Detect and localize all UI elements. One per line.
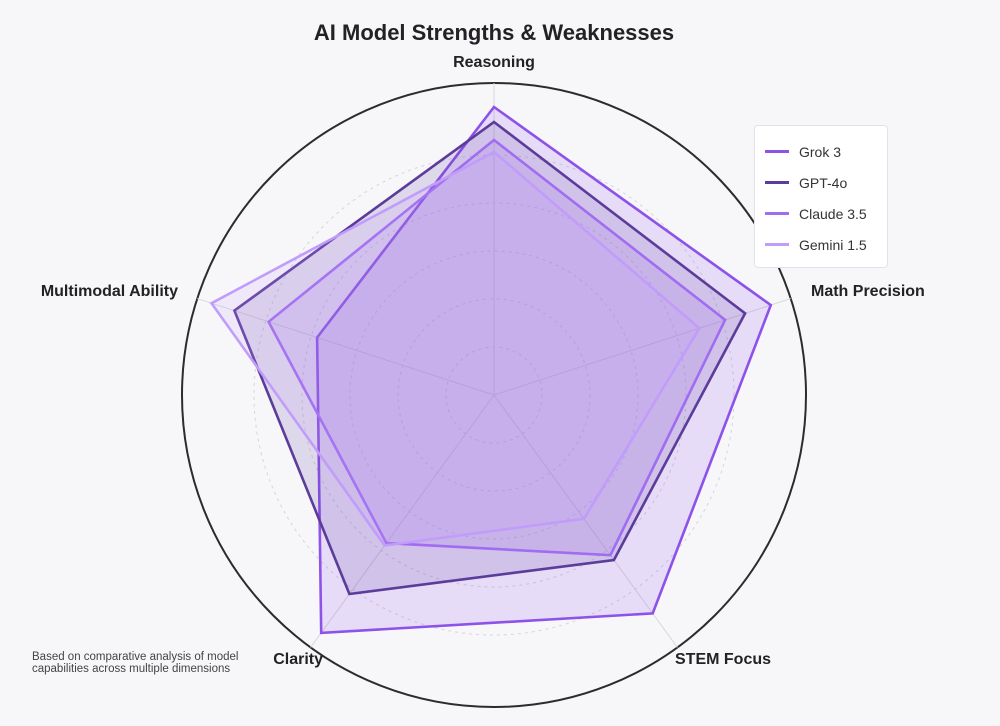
spoke-3 <box>310 394 495 648</box>
spoke-1 <box>493 298 791 396</box>
legend-swatch <box>765 212 789 215</box>
series-gpt-4o[interactable] <box>232 120 747 596</box>
spoke-4 <box>197 298 495 396</box>
legend: Grok 3 GPT-4o Claude 3.5 Gemini 1.5 <box>754 125 888 268</box>
axis-label-reasoning: Reasoning <box>453 54 535 71</box>
series-grok-3[interactable] <box>315 105 773 635</box>
legend-item-gemini[interactable]: Gemini 1.5 <box>765 229 887 260</box>
grid-ring-60 <box>349 250 639 540</box>
series-gemini-1-5[interactable] <box>209 150 702 547</box>
radar-spokes <box>197 83 791 648</box>
legend-label: Grok 3 <box>799 143 842 160</box>
legend-swatch <box>765 243 789 246</box>
legend-label: Claude 3.5 <box>799 205 867 222</box>
radar-series <box>209 105 773 635</box>
axis-label-stem-focus: STEM Focus <box>675 651 771 668</box>
series-claude-3-5[interactable] <box>266 138 727 557</box>
legend-item-grok[interactable]: Grok 3 <box>765 136 887 167</box>
spoke-2 <box>493 394 678 648</box>
legend-label: Gemini 1.5 <box>799 236 867 253</box>
legend-swatch <box>765 181 789 184</box>
legend-swatch <box>765 150 789 153</box>
axis-label-multimodal-ability: Multimodal Ability <box>41 283 178 300</box>
axis-label-math-precision: Math Precision <box>811 283 925 300</box>
grid-ring-40 <box>397 298 591 492</box>
grid-ring-100 <box>253 154 735 636</box>
legend-item-claude[interactable]: Claude 3.5 <box>765 198 887 229</box>
legend-item-gpt[interactable]: GPT-4o <box>765 167 887 198</box>
axis-label-clarity: Clarity <box>273 651 323 668</box>
footnote: Based on comparative analysis of model c… <box>32 651 239 675</box>
chart-title: AI Model Strengths & Weaknesses <box>314 20 674 45</box>
legend-label: GPT-4o <box>799 174 848 191</box>
radar-axis-labels: Reasoning Math Precision STEM Focus Clarity… <box>41 54 925 668</box>
